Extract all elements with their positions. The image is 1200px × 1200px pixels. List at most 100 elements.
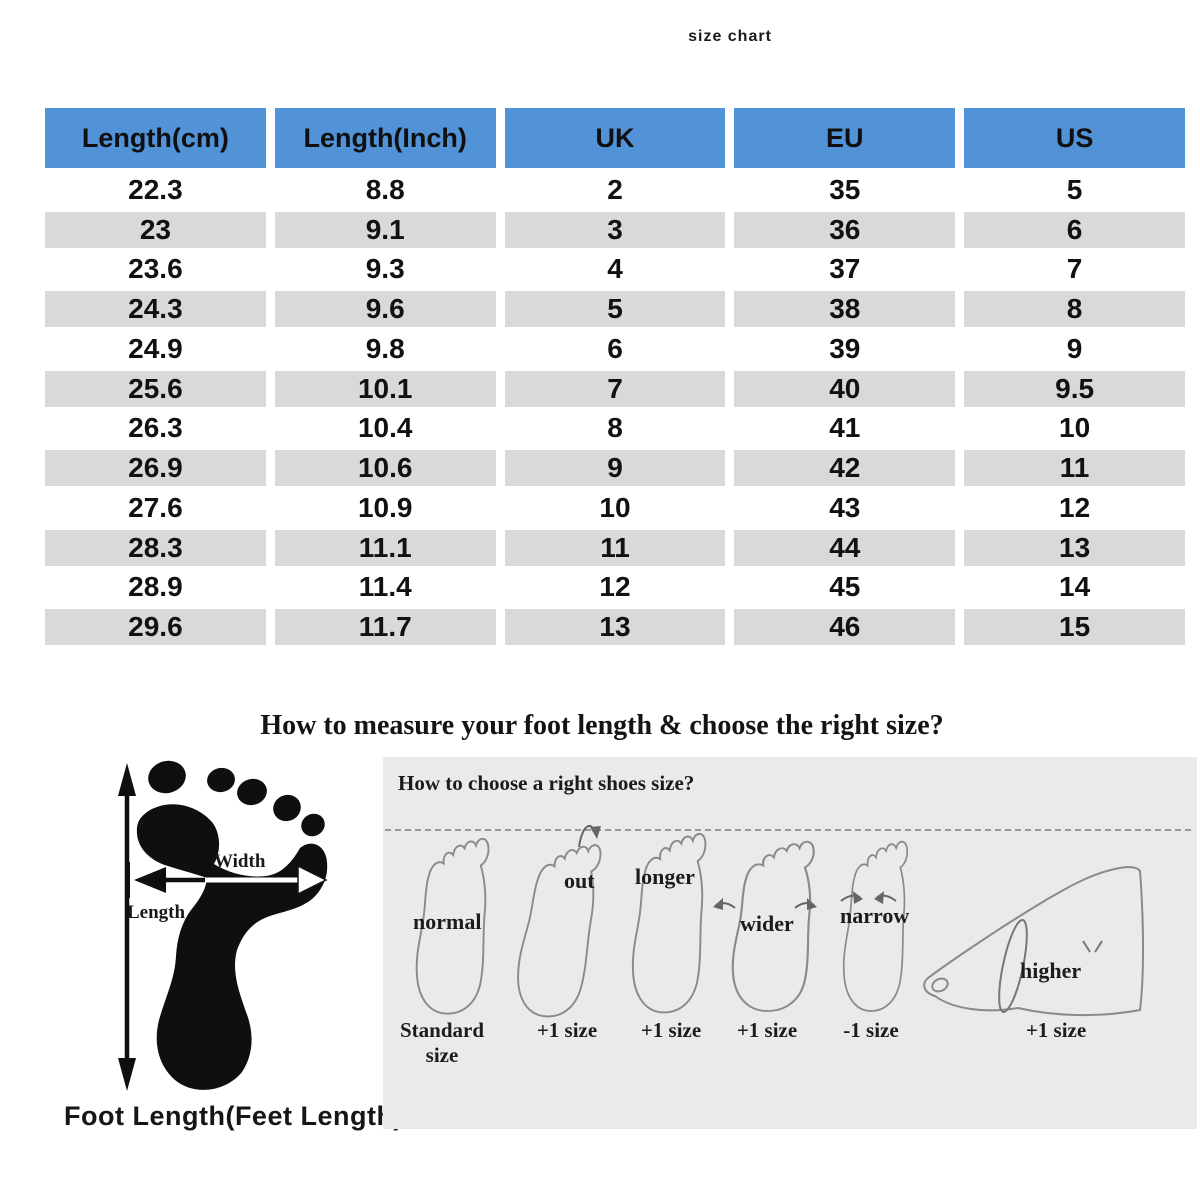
feet-guide-illustration xyxy=(385,825,1193,1021)
cell-length-inch: 11.1 xyxy=(274,529,496,566)
toe-shape xyxy=(301,813,325,837)
cell-eu: 38 xyxy=(734,291,956,327)
wider-arrows xyxy=(713,898,817,910)
cell-length-inch: 11.4 xyxy=(358,571,412,603)
cell-us: 6 xyxy=(964,211,1185,248)
size-label-standard: Standard size xyxy=(399,1018,485,1067)
cell-uk: 5 xyxy=(504,291,726,327)
table-header-row: Length(cm) Length(Inch) UK EU US xyxy=(45,108,1185,168)
table-row: 23 9.1 3 36 6 xyxy=(45,208,1185,248)
cell-length-cm: 23.6 xyxy=(128,253,183,285)
narrow-arrows xyxy=(840,891,897,904)
foot-outline-out xyxy=(513,838,603,1021)
foot-label-normal: normal xyxy=(413,909,482,934)
cell-length-inch: 8.8 xyxy=(365,173,405,205)
column-header-length-cm: Length(cm) xyxy=(45,108,266,168)
size-label-plus1: +1 size xyxy=(1025,1018,1087,1042)
table-row: 28.9 11.4 12 45 14 xyxy=(45,566,1185,606)
cell-uk: 2 xyxy=(607,173,623,205)
foot-label-wider: wider xyxy=(740,911,794,936)
cell-uk: 3 xyxy=(504,211,726,248)
cell-eu: 43 xyxy=(829,491,861,523)
cell-length-cm: 27.6 xyxy=(128,491,183,523)
measure-section-heading: How to measure your foot length & choose… xyxy=(260,710,944,741)
column-header-us: US xyxy=(964,108,1185,168)
size-label-plus1: +1 size xyxy=(640,1018,702,1042)
table-row: 23.6 9.3 4 37 7 xyxy=(45,248,1185,288)
big-toe-shape xyxy=(148,760,186,794)
cell-us: 14 xyxy=(1059,571,1091,603)
table-row: 25.6 10.1 7 40 9.5 xyxy=(45,367,1185,407)
cell-us: 15 xyxy=(964,609,1185,645)
cell-length-inch: 9.3 xyxy=(365,253,405,285)
cell-length-inch: 10.1 xyxy=(274,370,496,407)
cell-length-inch: 9.8 xyxy=(365,332,405,364)
cell-length-cm: 26.9 xyxy=(45,450,266,486)
cell-us: 9.5 xyxy=(964,370,1185,407)
cell-us: 10 xyxy=(1059,412,1091,444)
table-row: 24.9 9.8 6 39 9 xyxy=(45,327,1185,367)
foot-label-higher: higher xyxy=(1020,958,1082,983)
cell-uk: 7 xyxy=(504,370,726,407)
size-label-plus1: +1 size xyxy=(536,1018,598,1042)
cell-us: 8 xyxy=(964,291,1185,327)
panel-title: How to choose a right shoes size? xyxy=(398,771,695,795)
length-label: Length xyxy=(127,902,186,923)
size-table: Length(cm) Length(Inch) UK EU US 22.3 8.… xyxy=(45,108,1185,645)
cell-length-cm: 29.6 xyxy=(45,609,266,645)
cell-eu: 39 xyxy=(829,332,861,364)
cell-length-inch: 9.6 xyxy=(274,291,496,327)
cell-us: 11 xyxy=(964,450,1185,486)
footprint-shape xyxy=(136,804,328,1090)
cell-uk: 10 xyxy=(599,491,631,523)
table-row: 28.3 11.1 11 44 13 xyxy=(45,526,1185,566)
foot-outline-longer xyxy=(631,832,707,1014)
cell-uk: 13 xyxy=(504,609,726,645)
cell-eu: 45 xyxy=(829,571,861,603)
width-arrow xyxy=(126,862,328,898)
cell-uk: 9 xyxy=(504,450,726,486)
cell-uk: 11 xyxy=(504,529,726,566)
instep-girth-ellipse xyxy=(998,918,1028,1014)
cell-eu: 35 xyxy=(829,173,861,205)
cell-length-cm: 28.9 xyxy=(128,571,183,603)
cell-uk: 8 xyxy=(607,412,623,444)
size-label-minus1: -1 size xyxy=(843,1018,899,1042)
cell-eu: 41 xyxy=(829,412,861,444)
cell-us: 7 xyxy=(1066,253,1083,285)
footprint-measure-illustration xyxy=(118,760,328,1091)
cell-length-cm: 23 xyxy=(45,211,266,248)
cell-length-cm: 28.3 xyxy=(45,529,266,566)
column-header-eu: EU xyxy=(734,108,956,168)
toe-shape xyxy=(273,794,301,822)
column-header-uk: UK xyxy=(504,108,726,168)
foot-label-out: out xyxy=(564,868,595,893)
table-row: 26.9 10.6 9 42 11 xyxy=(45,446,1185,486)
cell-length-cm: 22.3 xyxy=(128,173,183,205)
column-header-length-inch: Length(Inch) xyxy=(274,108,496,168)
table-row: 29.6 11.7 13 46 15 xyxy=(45,605,1185,645)
cell-uk: 12 xyxy=(599,571,631,603)
table-row: 22.3 8.8 2 35 5 xyxy=(45,168,1185,208)
cell-length-inch: 10.6 xyxy=(274,450,496,486)
page-title: size chart xyxy=(688,28,772,45)
cell-us: 13 xyxy=(964,529,1185,566)
cell-uk: 4 xyxy=(607,253,623,285)
cell-length-inch: 11.7 xyxy=(274,609,496,645)
cell-length-inch: 10.9 xyxy=(357,491,413,523)
cell-length-cm: 24.3 xyxy=(45,291,266,327)
foot-side-view xyxy=(923,865,1145,1017)
cell-us: 5 xyxy=(1066,173,1083,205)
cell-length-inch: 10.4 xyxy=(357,412,413,444)
cell-eu: 37 xyxy=(829,253,861,285)
cell-length-cm: 25.6 xyxy=(45,370,266,407)
width-label: Width xyxy=(214,851,266,872)
foot-length-caption: Foot Length(Feet Length) xyxy=(64,1101,403,1131)
foot-label-longer: longer xyxy=(635,864,695,889)
cell-eu: 44 xyxy=(734,529,956,566)
table-row: 24.3 9.6 5 38 8 xyxy=(45,287,1185,327)
size-label-plus1: +1 size xyxy=(736,1018,798,1042)
toe-shape xyxy=(237,778,267,806)
shoe-size-guide-panel: How to choose a right shoes size? normal… xyxy=(383,757,1197,1129)
